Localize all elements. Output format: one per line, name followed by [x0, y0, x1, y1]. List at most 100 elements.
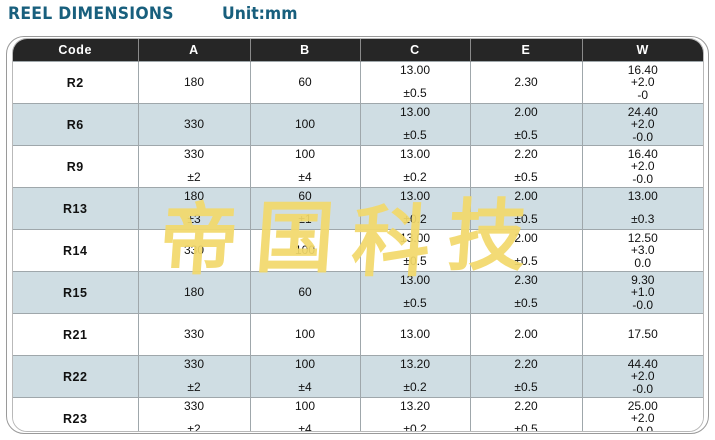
value-stack: 44.40 +2.0 -0.0 [583, 356, 704, 397]
cell-code: R14 [13, 229, 139, 272]
cell-c: 13.00 ±0.2 [360, 187, 471, 230]
value-line: 25.00 [627, 398, 658, 413]
table-header-row: Code A B C E W [13, 39, 703, 62]
cell-b: 100 [250, 229, 361, 272]
cell-a: 330 ±2 [138, 397, 251, 432]
table-row: R2 180 60 13.00 ±0.5 2.30 16.40 +2.0 -0 [13, 61, 703, 104]
value-line: ±4 [298, 170, 312, 184]
value-stack: 100 [251, 314, 360, 355]
cell-w: 24.40 +2.0 -0.0 [582, 103, 704, 146]
value-line: 13.00 [399, 231, 431, 245]
value-stack: 13.20 ±0.2 [361, 398, 470, 432]
cell-c: 13.20 ±0.2 [360, 397, 471, 432]
cell-c: 13.00 ±0.5 [360, 271, 471, 314]
value-stack: 2.00 ±0.5 [471, 188, 582, 229]
value-line: 13.00 [399, 63, 431, 77]
value-line: 13.00 [399, 147, 431, 161]
value-line: 9.30 [631, 272, 655, 287]
value-stack: 13.20 ±0.2 [361, 356, 470, 397]
value-stack: 13.00 ±0.2 [361, 146, 470, 187]
value-line: 100 [294, 399, 316, 413]
value-line: ±0.5 [514, 128, 538, 142]
value-line: 2.20 [514, 357, 538, 371]
value-line: -0.0 [632, 129, 654, 144]
value-line: ±0.5 [403, 296, 427, 310]
value-line: 60 [298, 75, 312, 89]
cell-w: 16.40 +2.0 -0.0 [582, 145, 704, 188]
value-line: 17.50 [627, 327, 658, 341]
cell-w: 12.50 +3.0 0.0 [582, 229, 703, 272]
value-line: ±0.3 [631, 212, 655, 226]
value-stack: 60 ±1 [251, 188, 360, 229]
value-line: ±0.2 [403, 212, 427, 226]
value-stack: 13.00 [361, 314, 470, 355]
value-stack: 60 [251, 272, 360, 313]
value-stack: 13.00 ±0.5 [361, 104, 470, 145]
cell-w: 16.40 +2.0 -0 [582, 61, 703, 104]
cell-b: 60 [250, 271, 361, 314]
value-stack: 2.20 ±0.5 [471, 398, 582, 432]
cell-code: R13 [13, 187, 139, 230]
value-stack: 13.00 ±0.5 [361, 230, 470, 271]
value-stack: 16.40 +2.0 -0.0 [583, 146, 704, 187]
value-line: 100 [294, 357, 316, 371]
value-line: ±3 [187, 212, 201, 226]
cell-a: 180 [138, 271, 251, 314]
cell-b: 60 [250, 61, 361, 104]
table-row: R14 330 100 13.00 ±0.5 2.00 ±0.5 12.50 +3.0 0.0 [13, 229, 703, 272]
value-stack: 13.00 ±0.5 [361, 62, 470, 103]
cell-c: 13.00 ±0.5 [360, 61, 471, 104]
value-stack: 100 ±4 [251, 398, 360, 432]
value-line: ±0.5 [403, 128, 427, 142]
cell-e: 2.30 [470, 61, 583, 104]
page-title: REEL DIMENSIONS [8, 4, 174, 24]
value-line: 330 [183, 327, 205, 341]
value-line: ±0.5 [514, 170, 538, 184]
cell-e: 2.20 ±0.5 [470, 397, 583, 432]
value-stack: 180 [139, 272, 250, 313]
value-line: +1.0 [630, 285, 655, 300]
value-stack: 330 [139, 104, 250, 145]
dimensions-table: Code A B C E W R2 180 60 13.00 ±0.5 2.30 16.40… [13, 39, 704, 432]
value-line: 330 [183, 117, 205, 131]
cell-a: 330 ±2 [138, 145, 251, 188]
value-line: 2.00 [514, 327, 538, 341]
cell-e: 2.20 ±0.5 [470, 145, 583, 188]
value-line: ±0.5 [514, 212, 538, 226]
value-line: 100 [294, 147, 316, 161]
cell-w: 9.30 +1.0 -0.0 [582, 271, 704, 314]
table-row: R13 180 ±3 60 ±1 13.00 ±0.2 2.00 ±0.5 13.00 ±0.3 [13, 187, 703, 230]
value-stack: 330 ±2 [139, 146, 250, 187]
cell-e: 2.30 ±0.5 [470, 271, 583, 314]
value-line: 13.00 [399, 189, 431, 203]
cell-w: 13.00 ±0.3 [582, 187, 703, 230]
value-stack: 9.30 +1.0 -0.0 [583, 272, 704, 313]
column-header-w: W [582, 39, 703, 62]
value-line: 0.0 [634, 255, 652, 270]
value-line: 330 [183, 357, 205, 371]
table-row: R21 330 100 13.00 2.00 17.50 [13, 313, 703, 356]
value-line: ±0.5 [514, 296, 538, 310]
value-line: 13.00 [627, 189, 658, 203]
value-stack: 330 ±2 [139, 398, 250, 432]
table-row: R23 330 ±2 100 ±4 13.20 ±0.2 2.20 ±0.5 25.00 +2.0-… [13, 397, 703, 432]
value-line: ±0.2 [403, 170, 427, 184]
cell-c: 13.00 ±0.5 [360, 103, 471, 146]
value-line: 60 [298, 285, 312, 299]
value-stack: 24.40 +2.0 -0.0 [583, 104, 704, 145]
value-line: ±0.5 [403, 254, 427, 268]
value-line: -0.0 [632, 171, 654, 186]
cell-w: 25.00 +2.0 -0.0 [582, 397, 703, 431]
value-line: 13.00 [399, 273, 431, 287]
cell-b: 100 ±4 [250, 355, 361, 398]
value-stack: 13.00 ±0.5 [361, 272, 470, 313]
value-stack: 13.00 ±0.2 [361, 188, 470, 229]
value-stack: 2.30 [471, 62, 582, 103]
value-stack: 100 [251, 230, 360, 271]
value-line: 100 [294, 327, 316, 341]
value-line: 180 [183, 189, 205, 203]
value-stack: 330 [139, 230, 250, 271]
column-header-b: B [250, 39, 361, 62]
value-line: 13.20 [399, 399, 431, 413]
value-line: ±2 [187, 170, 201, 184]
